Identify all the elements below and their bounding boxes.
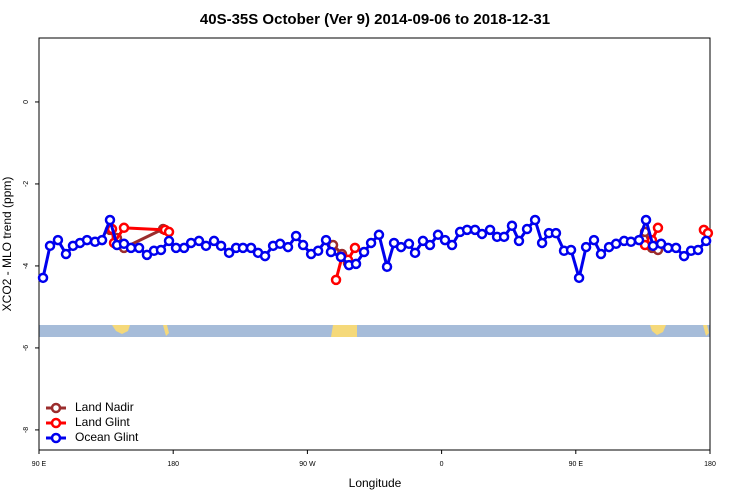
point [409, 247, 421, 259]
point [320, 234, 332, 246]
point [60, 248, 72, 260]
point [44, 240, 56, 252]
point [476, 228, 488, 240]
map-strip [39, 325, 710, 337]
point [350, 258, 362, 270]
point [498, 231, 510, 243]
point [640, 214, 652, 226]
point [573, 272, 585, 284]
point [330, 274, 342, 286]
point [200, 240, 212, 252]
point [155, 244, 167, 256]
legend-marker [50, 432, 62, 444]
y-tick-label: -6 [23, 345, 30, 351]
x-tick-label: 180 [167, 461, 179, 468]
point [373, 229, 385, 241]
x-tick-label: 90 W [299, 461, 316, 468]
legend-marker [50, 417, 62, 429]
point [565, 244, 577, 256]
point [37, 272, 49, 284]
x-tick-label: 0 [440, 461, 444, 468]
point [536, 237, 548, 249]
point [588, 234, 600, 246]
point [215, 240, 227, 252]
point [358, 246, 370, 258]
y-tick-label: -2 [23, 181, 30, 187]
point [381, 261, 393, 273]
point [335, 251, 347, 263]
point [403, 238, 415, 250]
point [700, 235, 712, 247]
point [692, 244, 704, 256]
point [652, 222, 664, 234]
point [625, 236, 637, 247]
point [424, 239, 436, 251]
point [670, 242, 682, 254]
point [312, 245, 324, 257]
point [439, 234, 451, 246]
point [163, 235, 175, 247]
y-tick-label: 0 [23, 100, 30, 104]
point [325, 246, 337, 258]
point [506, 220, 518, 232]
point [133, 242, 145, 254]
legend-label: Ocean Glint [75, 430, 139, 444]
point [223, 247, 235, 259]
point [432, 229, 444, 241]
x-tick-label: 90 E [32, 461, 47, 468]
point [550, 227, 562, 239]
chart-title: 40S-35S October (Ver 9) 2014-09-06 to 20… [200, 11, 550, 28]
point [104, 214, 116, 226]
point [633, 234, 645, 246]
point [349, 242, 361, 254]
point [245, 242, 257, 254]
point [595, 248, 607, 260]
y-tick-label: -8 [23, 427, 30, 433]
legend-label: Land Nadir [75, 400, 134, 414]
point [259, 250, 271, 262]
point [647, 240, 659, 252]
point [297, 239, 309, 251]
point [580, 241, 592, 253]
point [52, 234, 64, 246]
point [282, 241, 294, 253]
point [178, 242, 190, 254]
point [170, 242, 182, 254]
legend-label: Land Glint [75, 415, 130, 429]
point [513, 235, 525, 247]
point [81, 234, 93, 246]
point [446, 239, 458, 251]
point [96, 234, 108, 246]
x-axis-label: Longitude [349, 476, 402, 490]
point [163, 226, 175, 238]
point [125, 242, 137, 254]
y-axis-label: XCO2 - MLO trend (ppm) [0, 177, 14, 312]
point [290, 230, 302, 242]
x-tick-label: 180 [704, 461, 716, 468]
point [484, 224, 496, 236]
point [610, 238, 622, 250]
legend-marker [50, 402, 62, 414]
point [365, 237, 377, 249]
point [193, 235, 205, 247]
x-tick-label: 90 E [569, 461, 584, 468]
point [529, 214, 541, 226]
point [118, 222, 130, 234]
point [237, 242, 249, 254]
point [678, 250, 690, 262]
y-tick-label: -4 [23, 263, 30, 269]
point [521, 223, 533, 235]
point [208, 235, 220, 247]
